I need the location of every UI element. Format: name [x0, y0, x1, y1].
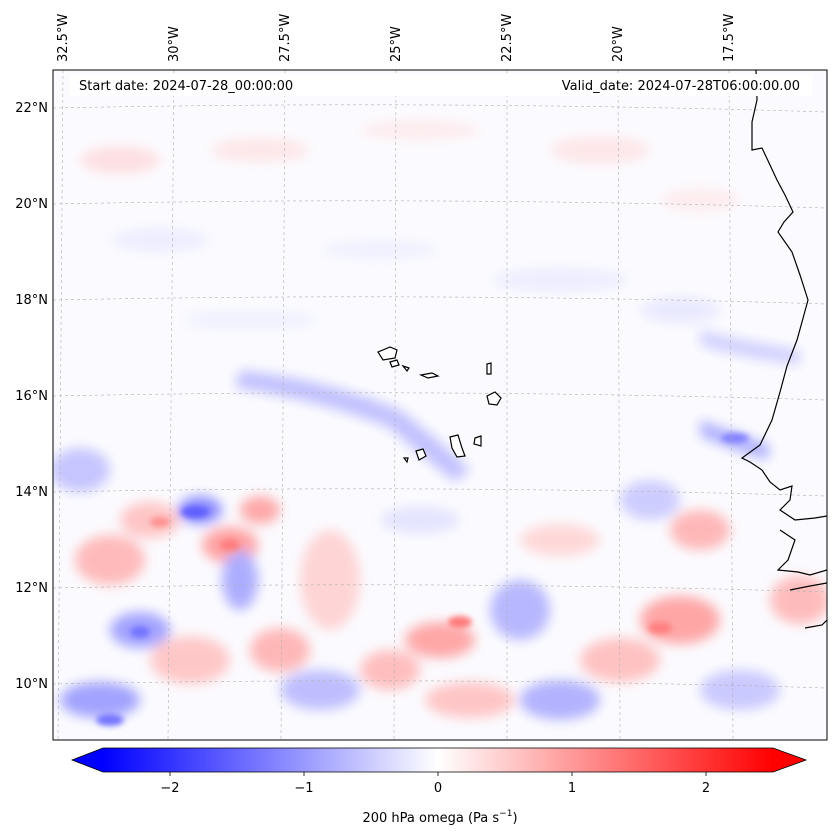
gridlines	[53, 70, 827, 740]
lat-label: 10°N	[15, 677, 48, 692]
island-fogo	[415, 448, 427, 461]
colorbar-label: 200 hPa omega (Pa s−1)	[362, 809, 517, 826]
island-santa-luzia	[401, 364, 410, 373]
omega-field	[53, 120, 827, 726]
island-brava	[402, 457, 409, 464]
map-frame	[52, 69, 828, 741]
island-sal	[486, 362, 492, 375]
colorbar-tick-label: 1	[568, 781, 576, 796]
colorbar: −2 −1 0 1 2 200 hPa omega (Pa s−1)	[70, 747, 808, 826]
lat-label: 12°N	[15, 581, 48, 596]
lat-label: 14°N	[15, 485, 48, 500]
latitude-labels: 22°N 20°N 18°N 16°N 14°N 12°N 10°N	[15, 101, 48, 692]
lat-label: 20°N	[15, 197, 48, 212]
lon-label: 17.5°W	[722, 14, 737, 62]
lon-label: 22.5°W	[500, 14, 515, 62]
lat-label: 22°N	[15, 101, 48, 116]
start-date-label: Start date: 2024-07-28_00:00:00	[79, 79, 293, 94]
coastlines	[740, 70, 827, 629]
colorbar-outline	[70, 747, 808, 773]
colorbar-min-extend	[72, 748, 103, 772]
header-strip	[70, 74, 812, 96]
colorbar-tick-label: −1	[294, 781, 313, 796]
island-santiago	[449, 434, 466, 458]
valid-date-label: Valid_date: 2024-07-28T06:00:00.00	[562, 79, 800, 94]
colorbar-tick-label: −2	[160, 781, 179, 796]
colorbar-max-extend	[773, 748, 806, 772]
colorbar-ramp	[103, 748, 773, 772]
island-santo-antao	[377, 346, 398, 361]
island-sao-nicolau	[418, 372, 440, 379]
lon-label: 32.5°W	[56, 14, 71, 62]
africa-coastline	[740, 70, 827, 521]
lon-label: 25°W	[389, 26, 404, 62]
colorbar-tick-label: 2	[702, 781, 710, 796]
lon-label: 30°W	[167, 26, 182, 62]
island-maio	[473, 435, 482, 447]
lat-label: 18°N	[15, 293, 48, 308]
lat-label: 16°N	[15, 389, 48, 404]
map-panel: Start date: 2024-07-28_00:00:00 Valid_da…	[52, 69, 828, 741]
island-sao-vicente	[389, 359, 400, 368]
lon-label: 20°W	[611, 26, 626, 62]
cape-verde-islands	[377, 346, 502, 464]
colorbar-tick-label: 0	[434, 781, 442, 796]
lon-label: 27.5°W	[278, 14, 293, 62]
island-boa-vista	[486, 391, 502, 406]
longitude-labels: 32.5°W 30°W 27.5°W 25°W 22.5°W 20°W 17.5…	[56, 14, 737, 62]
